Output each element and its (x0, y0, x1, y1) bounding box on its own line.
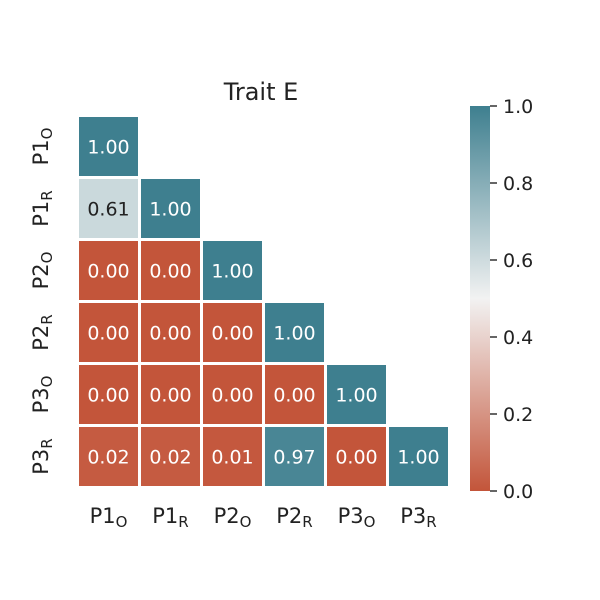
colorbar: 0.0 0.2 0.4 0.6 0.8 1.0 (470, 96, 533, 503)
heatmap-cell-r2-c2 (141, 179, 200, 238)
cell-value-label: 0.00 (273, 385, 315, 407)
tick-label-subscript: O (38, 252, 56, 264)
heatmap-cell-r4-c4 (265, 303, 324, 362)
cell-value-label: 0.61 (87, 199, 129, 221)
heatmap-cell-r6-c6 (389, 427, 448, 486)
tick-label-base: P2 (29, 263, 53, 289)
colorbar-tick-label: 0.2 (503, 404, 533, 426)
cell-value-label: 1.00 (335, 385, 377, 407)
column-labels: P1O P1R P2O P2R P3O P3R (90, 504, 437, 531)
heatmap-cell-r4-c2 (141, 303, 200, 362)
tick-label-base: P3 (29, 387, 53, 413)
tick-label-subscript: R (38, 314, 56, 324)
row-label-2: P1R (29, 190, 56, 226)
colorbar-tick-label: 0.4 (503, 327, 533, 349)
cell-value-label: 1.00 (397, 447, 439, 469)
chart-title: Trait E (223, 78, 299, 106)
column-label-2: P1R (152, 504, 188, 531)
row-label-1: P1O (29, 128, 56, 166)
colorbar-tick-label: 0.6 (503, 250, 533, 272)
heatmap-cell-r1-c1 (79, 117, 138, 176)
cell-value-label: 0.97 (273, 447, 315, 469)
colorbar-tick-label: 0.0 (503, 481, 533, 503)
cell-value-label: 1.00 (149, 199, 191, 221)
heatmap-cell-r6-c3 (203, 427, 262, 486)
tick-label-subscript: R (426, 513, 436, 531)
cell-value-label: 0.01 (211, 447, 253, 469)
heatmap-cell-r6-c5 (327, 427, 386, 486)
tick-label-base: P3 (29, 449, 53, 475)
cell-value-label: 0.00 (149, 385, 191, 407)
heatmap-cell-r4-c3 (203, 303, 262, 362)
tick-label-subscript: R (38, 438, 56, 448)
tick-label-subscript: O (116, 513, 128, 531)
cell-value-label: 0.00 (335, 447, 377, 469)
cell-value-label: 0.02 (87, 447, 129, 469)
tick-label-subscript: O (364, 513, 376, 531)
heatmap-cell-r4-c1 (79, 303, 138, 362)
heatmap-cell-r6-c1 (79, 427, 138, 486)
heatmap-cell-r6-c2 (141, 427, 200, 486)
column-label-5: P3O (338, 504, 376, 531)
row-label-6: P3R (29, 438, 56, 474)
colorbar-tick-label: 0.8 (503, 173, 533, 195)
cell-value-label: 0.02 (149, 447, 191, 469)
tick-label-base: P3 (400, 504, 426, 528)
cell-value-label: 1.00 (87, 137, 129, 159)
column-label-3: P2O (214, 504, 252, 531)
cell-value-label: 0.00 (149, 261, 191, 283)
heatmap-cell-r5-c5 (327, 365, 386, 424)
tick-label-base: P2 (276, 504, 302, 528)
cell-value-label: 0.00 (87, 261, 129, 283)
tick-label-subscript: R (38, 190, 56, 200)
colorbar-tick-label: 1.0 (503, 96, 533, 118)
tick-label-base: P1 (152, 504, 178, 528)
cell-value-label: 0.00 (211, 385, 253, 407)
heatmap-cells: 1.00 0.61 1.00 0.00 0.00 1.00 0.00 0.00 0.00 1.00… (79, 117, 448, 486)
row-label-4: P2R (29, 314, 56, 350)
tick-label-subscript: O (38, 128, 56, 140)
heatmap-cell-r5-c4 (265, 365, 324, 424)
tick-label-subscript: R (178, 513, 188, 531)
tick-label-base: P2 (29, 325, 53, 351)
column-label-4: P2R (276, 504, 312, 531)
cell-value-label: 0.00 (87, 385, 129, 407)
tick-label-base: P1 (29, 139, 53, 165)
tick-label-subscript: O (38, 376, 56, 388)
cell-value-label: 1.00 (273, 323, 315, 345)
tick-label-base: P1 (90, 504, 116, 528)
heatmap-cell-r2-c1 (79, 179, 138, 238)
heatmap-cell-r3-c1 (79, 241, 138, 300)
heatmap-cell-r6-c4 (265, 427, 324, 486)
row-label-3: P2O (29, 252, 56, 290)
cell-value-label: 0.00 (87, 323, 129, 345)
heatmap-cell-r3-c2 (141, 241, 200, 300)
column-label-6: P3R (400, 504, 436, 531)
column-label-1: P1O (90, 504, 128, 531)
tick-label-base: P3 (338, 504, 364, 528)
row-label-5: P3O (29, 376, 56, 414)
heatmap-cell-r5-c2 (141, 365, 200, 424)
colorbar-gradient (470, 106, 490, 491)
cell-value-label: 0.00 (211, 323, 253, 345)
heatmap-cell-r3-c3 (203, 241, 262, 300)
cell-value-label: 1.00 (211, 261, 253, 283)
tick-label-subscript: R (302, 513, 312, 531)
tick-label-base: P1 (29, 201, 53, 227)
heatmap-cell-r5-c3 (203, 365, 262, 424)
tick-label-base: P2 (214, 504, 240, 528)
tick-label-subscript: O (240, 513, 252, 531)
cell-value-label: 0.00 (149, 323, 191, 345)
heatmap-cell-r5-c1 (79, 365, 138, 424)
